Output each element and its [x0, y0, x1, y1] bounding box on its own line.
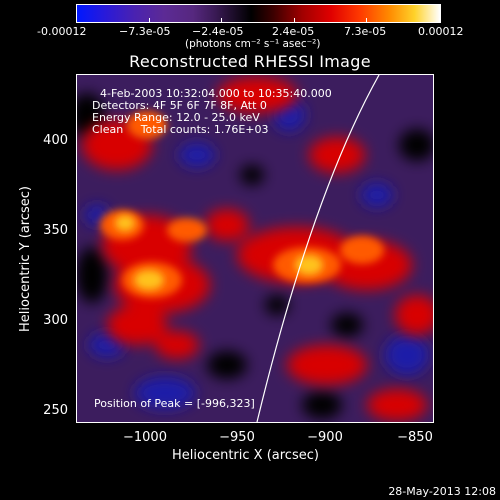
energy-range-text: Energy Range: 12.0 - 25.0 keV — [92, 111, 260, 124]
y-tick-label: 400 — [43, 133, 68, 148]
plot-area — [76, 74, 434, 423]
colorbar-tick-label: −2.4e-05 — [192, 25, 244, 38]
detectors-text: Detectors: 4F 5F 6F 7F 8F, Att 0 — [92, 99, 267, 112]
x-tick-label: −850 — [397, 430, 433, 445]
image-title: Reconstructed RHESSI Image — [129, 52, 371, 71]
dark-regions — [77, 93, 433, 419]
peak-position-text: Position of Peak = [-996,323] — [94, 397, 255, 410]
y-tick-label: 300 — [43, 313, 68, 328]
heatmap-image — [77, 75, 433, 422]
colorbar-tickmark — [366, 18, 367, 22]
time-range-text: 4-Feb-2003 10:32:04.000 to 10:35:40.000 — [100, 87, 332, 100]
y-axis-label: Heliocentric Y (arcsec) — [18, 186, 33, 332]
colorbar-tick-label: −7.3e-05 — [119, 25, 171, 38]
colorbar-tick-label: -0.00012 — [37, 25, 87, 38]
colorbar-tickmark — [221, 18, 222, 22]
colorbar-tickmark — [294, 18, 295, 22]
colorbar-tick-label: 0.00012 — [418, 25, 464, 38]
colorbar-tickmark — [76, 18, 77, 22]
total-counts-text: Clean Total counts: 1.76E+03 — [92, 123, 269, 136]
colorbar-tick-label: 7.3e-05 — [344, 25, 387, 38]
colorbar — [76, 4, 441, 23]
colorbar-tickmark — [439, 18, 440, 22]
x-tick-label: −900 — [307, 430, 343, 445]
colorbar-tickmark — [149, 18, 150, 22]
x-tick-label: −950 — [219, 430, 255, 445]
timestamp: 28-May-2013 12:08 — [388, 485, 496, 498]
y-tick-label: 250 — [43, 403, 68, 418]
colorbar-units: (photons cm⁻² s⁻¹ asec⁻²) — [185, 38, 321, 50]
solar-limb-line — [256, 75, 380, 422]
x-tick-label: −1000 — [123, 430, 167, 445]
colorbar-tick-label: 2.4e-05 — [272, 25, 315, 38]
x-axis-label: Heliocentric X (arcsec) — [172, 448, 319, 463]
y-tick-label: 350 — [43, 223, 68, 238]
